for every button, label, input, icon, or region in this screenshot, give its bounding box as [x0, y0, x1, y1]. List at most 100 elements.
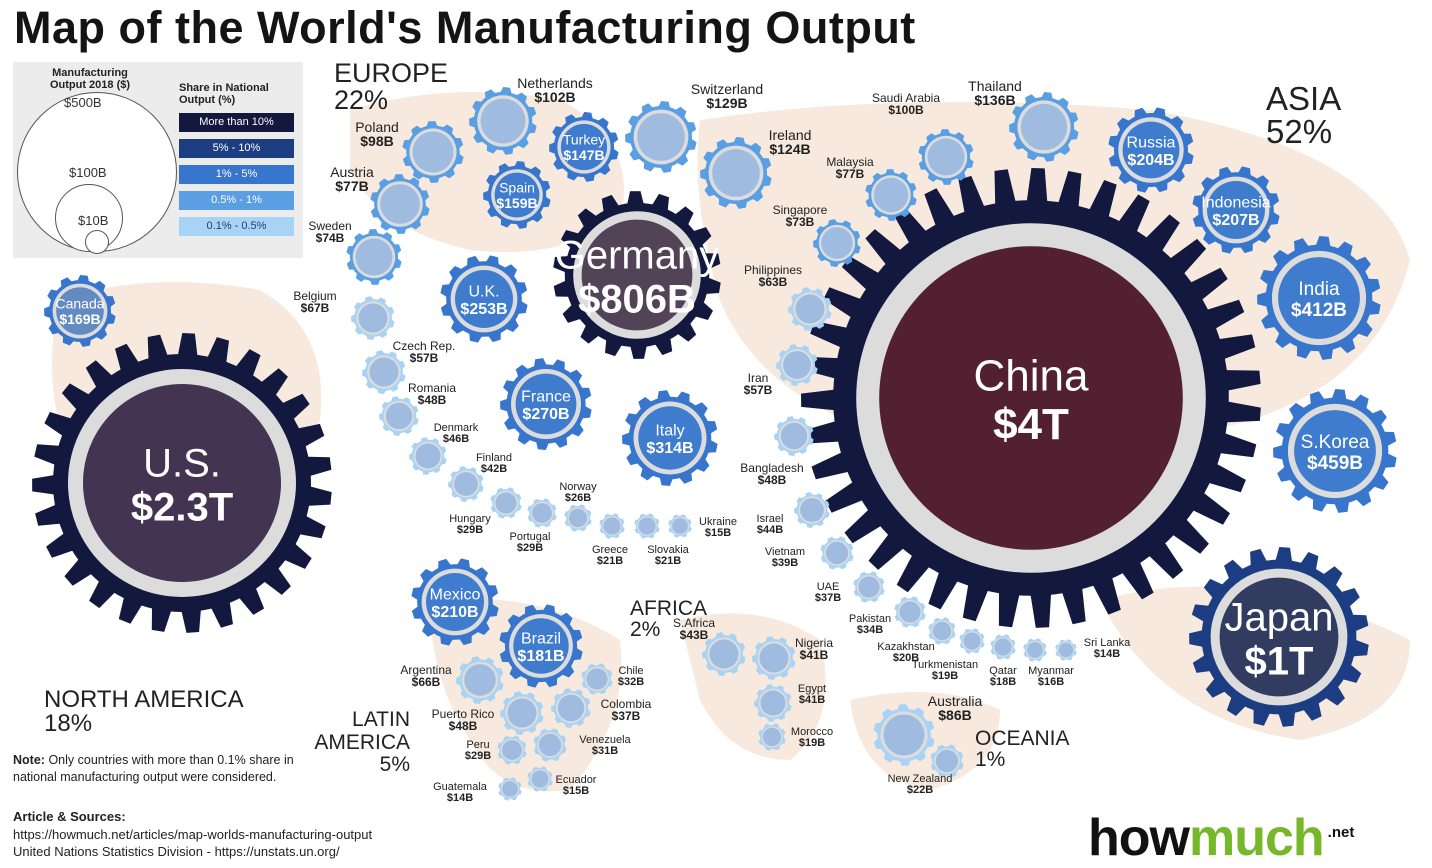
philippines-flag-icon: [795, 294, 825, 324]
legend-size-title: Manufacturing Output 2018 ($): [49, 67, 131, 91]
finland-flag-icon: [454, 472, 478, 496]
legend-size-10b: $10B: [78, 213, 109, 228]
legend-bin-more-than-10: More than 10%: [179, 113, 294, 132]
gear-value-saudi-arabia: $100B: [888, 103, 924, 117]
gear-value-slovakia: $21B: [655, 555, 681, 567]
gear-australia: Australia$86B: [873, 693, 982, 766]
gear-label-finland: Finland: [476, 452, 512, 464]
gear-venezuela: Venezuela$31B: [533, 728, 632, 762]
gear-label-morocco: Morocco: [791, 726, 833, 738]
gear-belgium: Belgium$67B: [293, 289, 395, 340]
uk-flag-icon: [455, 270, 513, 328]
gear-label-s-africa: S.Africa: [673, 616, 715, 630]
gear-puerto-rico: Puerto Rico$48B: [432, 691, 544, 735]
legend-bin-1-5: 1% - 5%: [179, 165, 294, 184]
brazil-flag-icon: [513, 618, 569, 674]
gear-label-sri-lanka: Sri Lanka: [1084, 637, 1131, 649]
gear-kazakhstan: Kazakhstan$20B: [877, 617, 956, 664]
gear-malaysia: Malaysia$77B: [826, 155, 917, 221]
source-link-unstats[interactable]: United Nations Statistics Division - htt…: [13, 844, 340, 859]
slovakia-flag-icon: [638, 517, 656, 535]
gear-label-ecuador: Ecuador: [556, 774, 597, 786]
new-zealand-flag-icon: [935, 749, 959, 773]
denmark-flag-icon: [415, 443, 441, 469]
puerto-rico-flag-icon: [507, 698, 537, 728]
canada-flag-icon: [56, 287, 104, 335]
gear-greece: Greece$21B: [592, 513, 628, 567]
region-africa-name: AFRICA: [630, 597, 708, 620]
gear-norway: Norway$26B: [559, 481, 597, 532]
gear-label-austria: Austria: [330, 164, 374, 180]
gear-value-spain: $159B: [496, 195, 537, 211]
gear-turkey: Turkey$147B: [549, 112, 619, 182]
gear-value-peru: $29B: [465, 750, 491, 762]
gear-label-malaysia: Malaysia: [826, 155, 874, 169]
gear-label-poland: Poland: [355, 119, 399, 135]
ireland-flag-icon: [712, 149, 760, 197]
gear-value-qatar: $18B: [990, 676, 1016, 688]
singapore-flag-icon: [821, 227, 853, 259]
gear-label-argentina: Argentina: [400, 663, 452, 677]
gear-uae: UAE$37B: [815, 571, 885, 604]
gear-value-kazakhstan: $20B: [893, 652, 919, 664]
kazakhstan-flag-icon: [932, 621, 952, 641]
source-link-article[interactable]: https://howmuch.net/articles/map-worlds-…: [13, 826, 373, 842]
egypt-flag-icon: [760, 690, 786, 716]
gear-label-czech-rep: Czech Rep.: [393, 339, 456, 353]
gear-value-germany: $806B: [578, 277, 696, 321]
gear-value-austria: $77B: [335, 178, 368, 194]
region-asia-share: 52%: [1266, 113, 1333, 150]
gear-label-hungary: Hungary: [449, 513, 491, 525]
gear-value-sweden: $74B: [316, 231, 345, 245]
note-label: Note:: [13, 753, 45, 767]
gear-value-ukraine: $15B: [705, 527, 731, 539]
china-flag-icon: [879, 246, 1183, 550]
gear-label-romania: Romania: [408, 381, 456, 395]
gear-value-u-s: $2.3T: [131, 485, 233, 529]
gear-label-s-korea: S.Korea: [1301, 432, 1370, 453]
gear-label-israel: Israel: [757, 513, 784, 525]
switzerland-flag-icon: [637, 113, 685, 161]
gear-new-zealand: New Zealand$22B: [888, 744, 964, 796]
gear-value-s-africa: $43B: [680, 628, 709, 642]
bangladesh-flag-icon: [780, 422, 808, 450]
gear-s-korea: S.Korea$459B: [1273, 389, 1397, 513]
gear-guatemala: Guatemala$14B: [433, 777, 522, 804]
gear-label-nigeria: Nigeria: [795, 636, 833, 650]
logo-how: how: [1088, 809, 1190, 867]
region-africa: AFRICA 2%: [630, 598, 707, 640]
note-text: Only countries with more than 0.1% share…: [13, 753, 294, 784]
legend-size-100b: $100B: [69, 165, 107, 180]
gear-value-hungary: $29B: [457, 524, 483, 536]
gear-label-ukraine: Ukraine: [699, 516, 737, 528]
region-latin-america-name: LATIN AMERICA: [314, 708, 410, 754]
gear-saudi-arabia: Saudi Arabia$100B: [872, 91, 974, 185]
colombia-flag-icon: [557, 694, 585, 722]
gear-israel: Israel$44B: [757, 492, 830, 536]
gear-value-switzerland: $129B: [706, 95, 747, 111]
south-korea-flag-icon: [1294, 410, 1376, 492]
gear-egypt: Egypt$41B: [754, 683, 826, 722]
chile-flag-icon: [586, 668, 608, 690]
sri-lanka-flag-icon: [1058, 642, 1074, 658]
gear-value-malaysia: $77B: [836, 167, 865, 181]
gear-value-philippines: $63B: [759, 275, 788, 289]
us-flag-icon: [83, 384, 281, 582]
gear-denmark: Denmark$46B: [409, 422, 479, 475]
gear-value-india: $412B: [1291, 300, 1347, 321]
gear-value-guatemala: $14B: [447, 792, 473, 804]
region-europe: EUROPE 22%: [334, 60, 448, 114]
gear-label-u-k: U.K.: [468, 283, 499, 300]
gear-value-venezuela: $31B: [592, 745, 618, 757]
gear-label-india: India: [1298, 279, 1340, 300]
gear-label-denmark: Denmark: [434, 422, 479, 434]
gear-value-singapore: $73B: [786, 215, 815, 229]
gear-value-portugal: $29B: [517, 542, 543, 554]
gear-label-slovakia: Slovakia: [647, 544, 689, 556]
turkey-flag-icon: [560, 123, 608, 171]
gear-label-brazil: Brazil: [521, 630, 561, 647]
gear-france: France$270B: [500, 358, 592, 450]
region-oceania-share: 1%: [975, 748, 1006, 771]
gear-label-colombia: Colombia: [601, 697, 652, 711]
chart-title: Map of the World's Manufacturing Output: [14, 2, 916, 53]
